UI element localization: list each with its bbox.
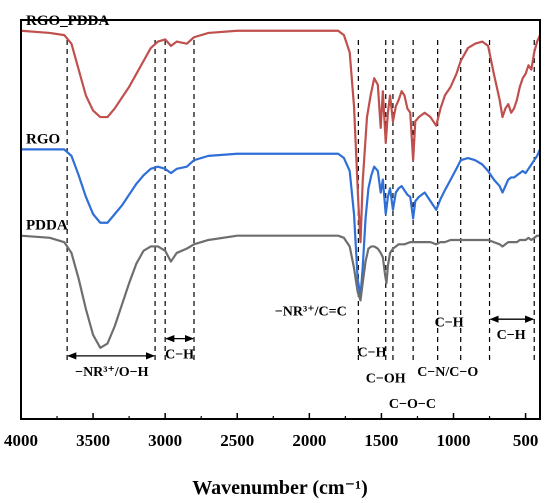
series-line-pdda [20,234,540,349]
plot-frame [20,19,541,420]
annotation-label-5: C−O−C [389,397,436,412]
annotation-label-0: −NR³⁺/O−H [75,365,149,380]
x-axis-title: Wavenumber (cm⁻¹) [192,477,368,499]
x-tick-label-5: 1500 [364,431,398,450]
annotation-label-6: C−N/C−O [417,365,478,380]
annotation-label-3: C−H [358,345,387,360]
x-tick-label-1: 3500 [76,431,110,450]
series-line-rgo [21,148,542,298]
x-tick-label-3: 2500 [220,431,254,450]
x-tick-label-7: 500 [513,431,539,450]
series-label-1: RGO [26,131,60,147]
spectra [20,29,542,349]
x-tick-label-6: 1000 [437,431,471,450]
series-label-2: PDDA [26,218,68,234]
annotation-label-4: C−OH [366,371,406,386]
x-tick-label-0: 4000 [4,431,38,450]
annotation-label-7: C−H [435,315,464,330]
annotations: −NR³⁺/O−H C−H −NR³⁺/C=C C−H C−OH C−O−C C−N/C−O… [67,304,535,412]
annotation-label-1: C−H [165,348,194,363]
annotation-label-8: C−H [497,328,526,343]
x-tick-label-4: 2000 [292,431,326,450]
x-tick-label-2: 3000 [148,431,182,450]
x-axis-ticks: 4000 3500 3000 2500 2000 1500 1000 500 [4,413,538,450]
annotation-label-2: −NR³⁺/C=C [275,304,347,319]
series-line-rgo-pdda [20,29,542,244]
